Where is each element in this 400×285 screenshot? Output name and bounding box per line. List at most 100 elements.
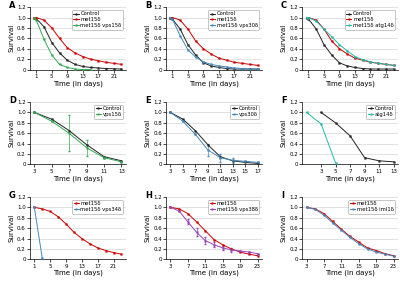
met15δ vps38δ <box>186 220 190 224</box>
met15δ atg14δ <box>322 27 326 31</box>
Line: met15δ: met15δ <box>34 17 122 65</box>
met15δ <box>48 210 52 213</box>
Control <box>104 67 108 70</box>
met15δ vps30δ <box>193 55 198 59</box>
met15δ vps15δ <box>73 67 78 71</box>
Line: met15δ: met15δ <box>34 207 122 255</box>
Y-axis label: Survival: Survival <box>8 24 14 52</box>
Text: C: C <box>281 1 287 10</box>
Control <box>376 67 380 71</box>
vps30δ <box>193 133 198 136</box>
met15δ <box>352 56 357 60</box>
met15δ iml1δ <box>382 253 387 256</box>
met15δ <box>238 250 242 254</box>
vps30δ <box>180 120 185 123</box>
Legend: Control, met15δ, met15δ atg14δ: Control, met15δ, met15δ atg14δ <box>344 10 395 30</box>
Line: met15δ vps38δ: met15δ vps38δ <box>170 207 258 255</box>
met15δ vps15δ <box>88 68 93 71</box>
met15δ <box>337 47 342 50</box>
met15δ vps38δ <box>212 243 216 247</box>
met15δ vps15δ <box>34 19 39 22</box>
met15δ iml1δ <box>374 250 379 254</box>
met15δ iml1δ <box>330 221 335 225</box>
X-axis label: Time (in days): Time (in days) <box>189 270 239 276</box>
Y-axis label: Survival: Survival <box>144 214 150 242</box>
met15δ atg14δ <box>329 35 334 38</box>
Control <box>42 25 46 28</box>
Control <box>230 159 235 162</box>
Control <box>80 65 85 68</box>
Control <box>168 16 173 19</box>
Control <box>377 159 382 162</box>
met15δ <box>186 212 190 215</box>
Text: D: D <box>9 96 16 105</box>
Text: B: B <box>145 1 151 10</box>
Legend: Control, met15δ, met15δ vps15δ: Control, met15δ, met15δ vps15δ <box>72 10 123 30</box>
met15δ <box>104 61 108 64</box>
Control <box>329 53 334 57</box>
met15δ iml1δ <box>356 242 361 245</box>
met15δ <box>194 220 199 224</box>
met15δ <box>64 222 68 226</box>
vps30δ <box>243 160 248 163</box>
met15δ atg14δ <box>314 19 319 23</box>
met15δ vps30δ <box>168 16 173 19</box>
met15δ <box>382 252 387 255</box>
met15δ <box>65 46 70 49</box>
met15δ iml1δ <box>322 213 326 217</box>
Control <box>205 143 210 146</box>
Control <box>362 156 367 159</box>
met15δ iml1δ <box>339 229 344 232</box>
Y-axis label: Survival: Survival <box>280 119 286 147</box>
Control <box>248 67 252 71</box>
met15δ vps30δ <box>186 48 190 52</box>
X-axis label: Time (in days): Time (in days) <box>189 80 239 87</box>
met15δ atg14δ <box>345 49 350 52</box>
Control <box>352 66 357 69</box>
Control <box>304 16 309 19</box>
Control <box>209 64 214 68</box>
Line: met15δ: met15δ <box>170 207 258 256</box>
Legend: Control, met15δ, met15δ vps30δ: Control, met15δ, met15δ vps30δ <box>208 10 259 30</box>
met15δ <box>240 62 244 65</box>
met15δ <box>322 27 326 31</box>
met15δ <box>374 249 379 252</box>
Control <box>168 111 173 114</box>
Control <box>306 17 311 21</box>
met15δ <box>111 251 116 254</box>
Control <box>49 117 54 121</box>
met15δ <box>304 205 309 209</box>
Y-axis label: Survival: Survival <box>280 214 286 242</box>
met15δ <box>391 64 396 67</box>
met15δ iml1δ <box>365 247 370 251</box>
met15δ <box>201 47 206 50</box>
Legend: Control, atg14δ: Control, atg14δ <box>366 105 395 119</box>
Control <box>240 67 244 71</box>
met15δ <box>224 58 229 62</box>
Y-axis label: Survival: Survival <box>8 119 14 147</box>
Control <box>384 67 388 71</box>
Control <box>391 67 396 71</box>
met15δ <box>306 16 311 19</box>
met15δ <box>391 254 396 257</box>
met15δ vps38δ <box>203 239 208 242</box>
vps15δ <box>84 146 89 150</box>
X-axis label: Time (in days): Time (in days) <box>325 80 375 87</box>
Control <box>178 27 182 31</box>
vps30δ <box>230 158 235 162</box>
Line: met15δ atg14δ: met15δ atg14δ <box>306 17 394 66</box>
Line: vps30δ: vps30δ <box>170 112 258 163</box>
Line: met15δ: met15δ <box>306 207 394 256</box>
Control <box>34 17 39 20</box>
Line: Control: Control <box>170 112 258 164</box>
met15δ iml1δ <box>304 205 309 209</box>
met15δ <box>170 16 175 19</box>
met15δ <box>322 212 326 215</box>
Control <box>255 162 260 165</box>
Text: I: I <box>281 191 284 200</box>
Control <box>216 66 221 69</box>
Control <box>119 159 124 162</box>
met15δ iml1δ <box>391 255 396 258</box>
met15δ vps38δ <box>194 231 199 234</box>
met15δ vps15δ <box>65 66 70 69</box>
